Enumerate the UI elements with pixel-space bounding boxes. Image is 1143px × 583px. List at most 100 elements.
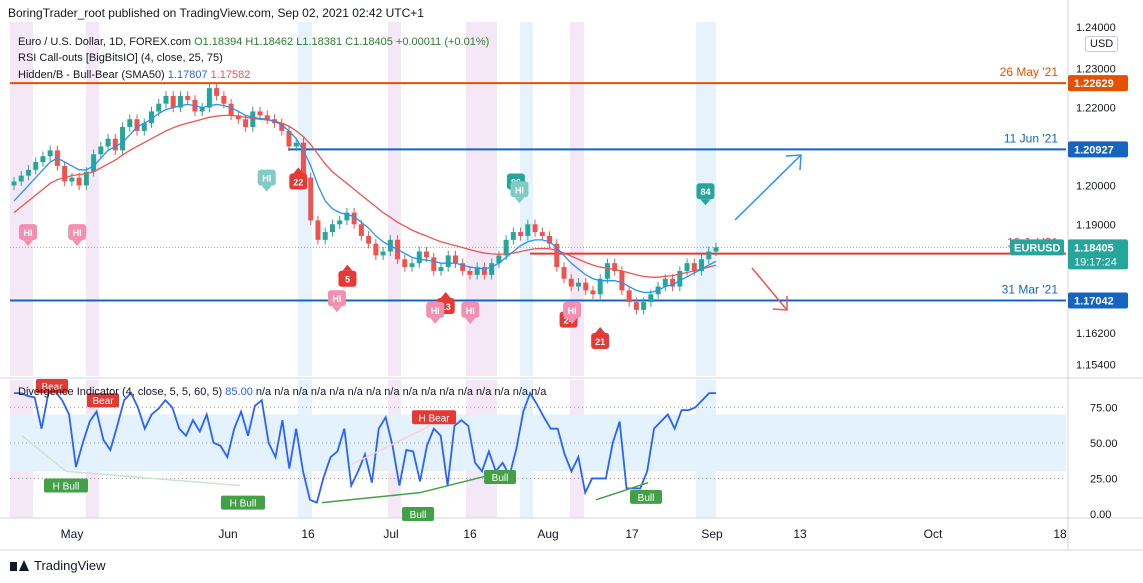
candle-body xyxy=(76,177,82,186)
legend-symbol-name: Euro / U.S. Dollar, 1D, FOREX.com xyxy=(18,36,191,48)
candle-body xyxy=(25,169,31,176)
callout-arrow-up xyxy=(595,326,606,333)
divergence-label-box xyxy=(221,495,265,510)
candle-body xyxy=(337,220,343,225)
candle-body xyxy=(141,123,147,131)
callout-label: 13 xyxy=(441,302,451,312)
candle-body xyxy=(134,119,140,131)
candle-body xyxy=(264,115,270,120)
last-price-tag xyxy=(1068,239,1128,270)
candle-body xyxy=(503,239,509,256)
callout-label: 22 xyxy=(293,177,303,187)
candle-body xyxy=(597,278,603,295)
legend-hidden-v1: 1.17807 xyxy=(167,69,208,81)
candle-body xyxy=(250,111,256,128)
legend-symbol: Euro / U.S. Dollar, 1D, FOREX.com O1.183… xyxy=(18,36,489,48)
callout-arrow-down xyxy=(261,185,272,192)
price-tick-label: 1.23000 xyxy=(1076,64,1116,76)
candle-body xyxy=(149,111,155,124)
divergence-tick-label: 75.00 xyxy=(1090,402,1118,414)
time-tick-label: Aug xyxy=(537,527,558,541)
level-price-text: 1.17042 xyxy=(1074,295,1114,307)
candle-body xyxy=(699,259,705,271)
candle-body xyxy=(235,115,241,120)
candle-body xyxy=(156,103,162,112)
candle-body xyxy=(662,278,668,287)
callout-arrow-down xyxy=(23,240,34,247)
candle-body xyxy=(127,119,133,128)
candle-body xyxy=(633,302,639,310)
candle-body xyxy=(83,171,89,186)
callout-box xyxy=(327,290,346,307)
legend-divergence-name: Divergence Indicator (4, close, 5, 5, 60… xyxy=(18,386,223,398)
candle-body xyxy=(47,150,53,157)
candle-body xyxy=(452,255,458,264)
callout-label: HI xyxy=(73,228,82,238)
callout-box xyxy=(257,169,276,186)
candle-body xyxy=(380,251,386,256)
candle-body xyxy=(547,235,553,244)
candle-body xyxy=(525,224,531,236)
price-tick-label: 1.15400 xyxy=(1076,359,1116,371)
candle-body xyxy=(677,270,683,287)
last-price-text: 1.18405 xyxy=(1074,242,1114,254)
legend-rsi: RSI Call-outs [BigBitsIO] (4, close, 25,… xyxy=(18,52,223,64)
candle-body xyxy=(604,263,610,279)
callout-box xyxy=(563,301,582,318)
candle-body xyxy=(481,267,487,275)
candle-body xyxy=(554,243,560,268)
session-band-1 xyxy=(86,22,99,376)
legend-divergence: Divergence Indicator (4, close, 5, 5, 60… xyxy=(18,386,546,398)
price-tick-label: 1.16200 xyxy=(1076,328,1116,340)
currency-button[interactable]: USD xyxy=(1085,36,1119,52)
callout-label: 84 xyxy=(700,187,710,197)
candle-body xyxy=(257,111,263,116)
candle-body xyxy=(706,251,712,260)
callout-label: 21 xyxy=(595,337,605,347)
price-tick-label: 1.20000 xyxy=(1076,180,1116,192)
level-price-tag xyxy=(1068,292,1128,309)
divergence-label-box xyxy=(402,507,434,521)
divergence-label-text: H Bull xyxy=(230,499,257,510)
callout-box xyxy=(591,332,610,349)
time-tick-label: Jun xyxy=(218,527,237,541)
callout-arrow-down xyxy=(700,199,711,206)
candle-body xyxy=(626,290,632,303)
legend-divergence-value: 85.00 xyxy=(225,386,253,398)
callout-arrow-up xyxy=(293,167,304,174)
session-band-6 xyxy=(570,22,584,376)
divergence-label-text: Bull xyxy=(410,510,427,521)
candle-body xyxy=(612,263,618,271)
publisher-caption: BoringTrader_root published on TradingVi… xyxy=(8,6,424,20)
price-tick-label: 1.19000 xyxy=(1076,219,1116,231)
callout-box xyxy=(426,301,445,318)
time-tick-label: 16 xyxy=(301,527,315,541)
candle-body xyxy=(691,263,697,271)
candle-body xyxy=(561,267,567,279)
candle-body xyxy=(648,294,654,303)
callout-arrow-down xyxy=(567,317,578,324)
candle-body xyxy=(583,282,589,291)
callout-box xyxy=(696,183,715,200)
candle-body xyxy=(431,257,437,271)
candle-body xyxy=(243,119,249,128)
callout-box xyxy=(19,224,38,241)
callout-arrow-down xyxy=(72,240,83,247)
candle-body xyxy=(445,255,451,268)
divergence-label-box xyxy=(630,489,662,504)
callout-label: 24 xyxy=(564,316,574,326)
candle-body xyxy=(98,146,104,155)
candle-body xyxy=(300,142,306,178)
candle-body xyxy=(713,247,719,252)
level-label: 31 Mar '21 xyxy=(1002,282,1059,296)
candle-body xyxy=(409,263,415,268)
divergence-label-text: H Bull xyxy=(53,482,80,493)
legend-hidden-v2: 1.17582 xyxy=(210,69,251,81)
callout-label: HI xyxy=(332,294,341,304)
candle-body xyxy=(120,127,126,151)
divergence-tick-label: 50.00 xyxy=(1090,438,1118,450)
candle-body xyxy=(489,263,495,275)
callout-arrow-up xyxy=(440,291,451,298)
hidden-bear-line xyxy=(351,425,431,465)
